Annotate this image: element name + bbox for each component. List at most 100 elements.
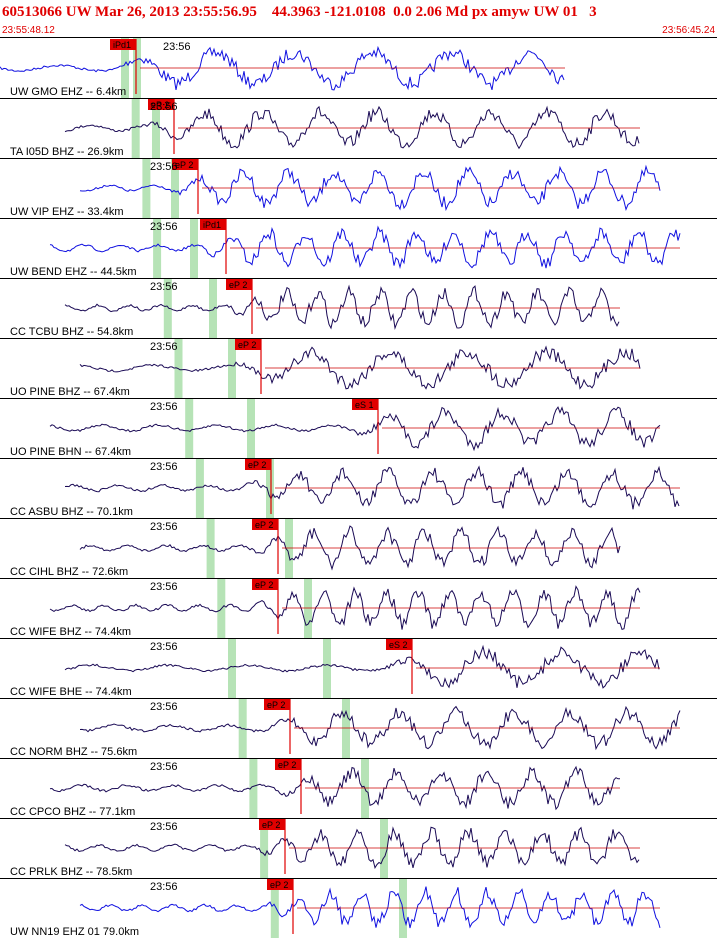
waveform: [79, 886, 661, 929]
pick-label: iPd1: [113, 40, 131, 50]
p-band: [163, 278, 172, 338]
pick-flag: [275, 759, 301, 770]
pick-label: eP 2: [278, 760, 296, 770]
station-label: CC WIFE BHE -- 74.4km: [10, 686, 132, 698]
trace-time: 23:56: [150, 281, 178, 293]
p-band: [270, 878, 279, 938]
p-band: [142, 158, 151, 218]
station-label: CC WIFE BHZ -- 74.4km: [10, 626, 131, 638]
trace-time: 23:56: [150, 761, 178, 773]
end-time: 23:56:45.24: [662, 25, 715, 36]
s-band: [209, 278, 217, 338]
waveform: [79, 525, 621, 571]
waveform: [79, 164, 661, 212]
station-label: CC PRLK BHZ -- 78.5km: [10, 866, 132, 878]
pick-label: eP 2: [255, 580, 273, 590]
trace-time: 23:56: [163, 41, 191, 53]
waveform: [64, 284, 620, 330]
p-band: [153, 218, 162, 278]
p-band: [174, 338, 183, 398]
waveform: [64, 826, 640, 869]
pick-label: eP 2: [248, 460, 266, 470]
station-label: UW NN19 EHZ 01 79.0km: [10, 926, 139, 938]
pick-flag: [252, 579, 278, 590]
trace-time: 23:56: [150, 581, 178, 593]
pick-flag: [386, 639, 412, 650]
start-time: 23:55:48.12: [2, 25, 55, 36]
s-band: [171, 158, 179, 218]
pick-label: eP 2: [238, 340, 256, 350]
trace-time: 23:56: [150, 341, 178, 353]
p-band: [260, 818, 269, 878]
p-band: [131, 98, 140, 158]
waveform: [49, 406, 661, 452]
station-label: UO PINE BHN -- 67.4km: [10, 446, 131, 458]
s-band: [247, 398, 255, 458]
p-band: [195, 458, 204, 518]
station-label: UW GMO EHZ -- 6.4km: [10, 86, 126, 98]
waveform: [49, 585, 641, 631]
pick-flag: [245, 459, 271, 470]
pick-label: eP 2: [229, 280, 247, 290]
pick-flag: [226, 279, 252, 290]
pick-label: eP 2: [175, 160, 193, 170]
station-label: TA I05D BHZ -- 26.9km: [10, 146, 124, 158]
p-band: [228, 638, 236, 698]
p-band: [249, 758, 258, 818]
event-title: 60513066 UW Mar 26, 2013 23:55:56.95 44.…: [2, 4, 597, 20]
p-band: [185, 398, 194, 458]
pick-flag: [200, 219, 226, 230]
trace-time: 23:56: [150, 641, 178, 653]
pick-label: eP 2: [267, 700, 285, 710]
trace-time: 23:56: [150, 161, 178, 173]
pick-label: eS 1: [355, 400, 374, 410]
s-band: [152, 98, 160, 158]
trace-time: 23:56: [150, 401, 178, 413]
station-label: UO PINE BHZ -- 67.4km: [10, 386, 130, 398]
waveform: [64, 644, 660, 689]
s-band: [190, 218, 198, 278]
p-band: [121, 38, 129, 98]
pick-label: eP 2: [270, 880, 288, 890]
pick-label: eS 2: [389, 640, 408, 650]
waveform: [64, 465, 680, 510]
station-label: CC ASBU BHZ -- 70.1km: [10, 506, 133, 518]
waveform: [79, 705, 681, 751]
p-band: [238, 698, 247, 758]
pick-label: eP 2: [262, 820, 280, 830]
pick-flag: [110, 39, 136, 50]
trace-time: 23:56: [150, 461, 178, 473]
waveform: [0, 45, 565, 91]
pick-flag: [264, 699, 290, 710]
station-label: UW VIP EHZ -- 33.4km: [10, 206, 123, 218]
s-band: [323, 638, 331, 698]
p-band: [206, 518, 215, 578]
waveform: [49, 765, 621, 811]
pick-flag: [259, 819, 285, 830]
s-band: [133, 38, 141, 98]
pick-flag: [267, 879, 293, 890]
pick-label: iPd1: [203, 220, 221, 230]
pick-label: eP 2: [255, 520, 273, 530]
station-label: CC TCBU BHZ -- 54.8km: [10, 326, 133, 338]
waveform: [64, 105, 640, 150]
s-band: [266, 458, 274, 518]
pick-flag: [235, 339, 261, 350]
trace-time: 23:56: [150, 821, 178, 833]
station-label: CC CPCO BHZ -- 77.1km: [10, 806, 135, 818]
waveform: [49, 225, 681, 270]
trace-time: 23:56: [150, 221, 178, 233]
s-band: [228, 338, 236, 398]
waveform: [79, 345, 641, 390]
station-label: CC CIHL BHZ -- 72.6km: [10, 566, 128, 578]
trace-time: 23:56: [150, 101, 178, 113]
trace-time: 23:56: [150, 881, 178, 893]
trace-time: 23:56: [150, 521, 178, 533]
station-label: CC NORM BHZ -- 75.6km: [10, 746, 137, 758]
pick-flag: [148, 99, 174, 110]
pick-label: eP 2: [151, 100, 169, 110]
pick-flag: [352, 399, 378, 410]
pick-flag: [252, 519, 278, 530]
